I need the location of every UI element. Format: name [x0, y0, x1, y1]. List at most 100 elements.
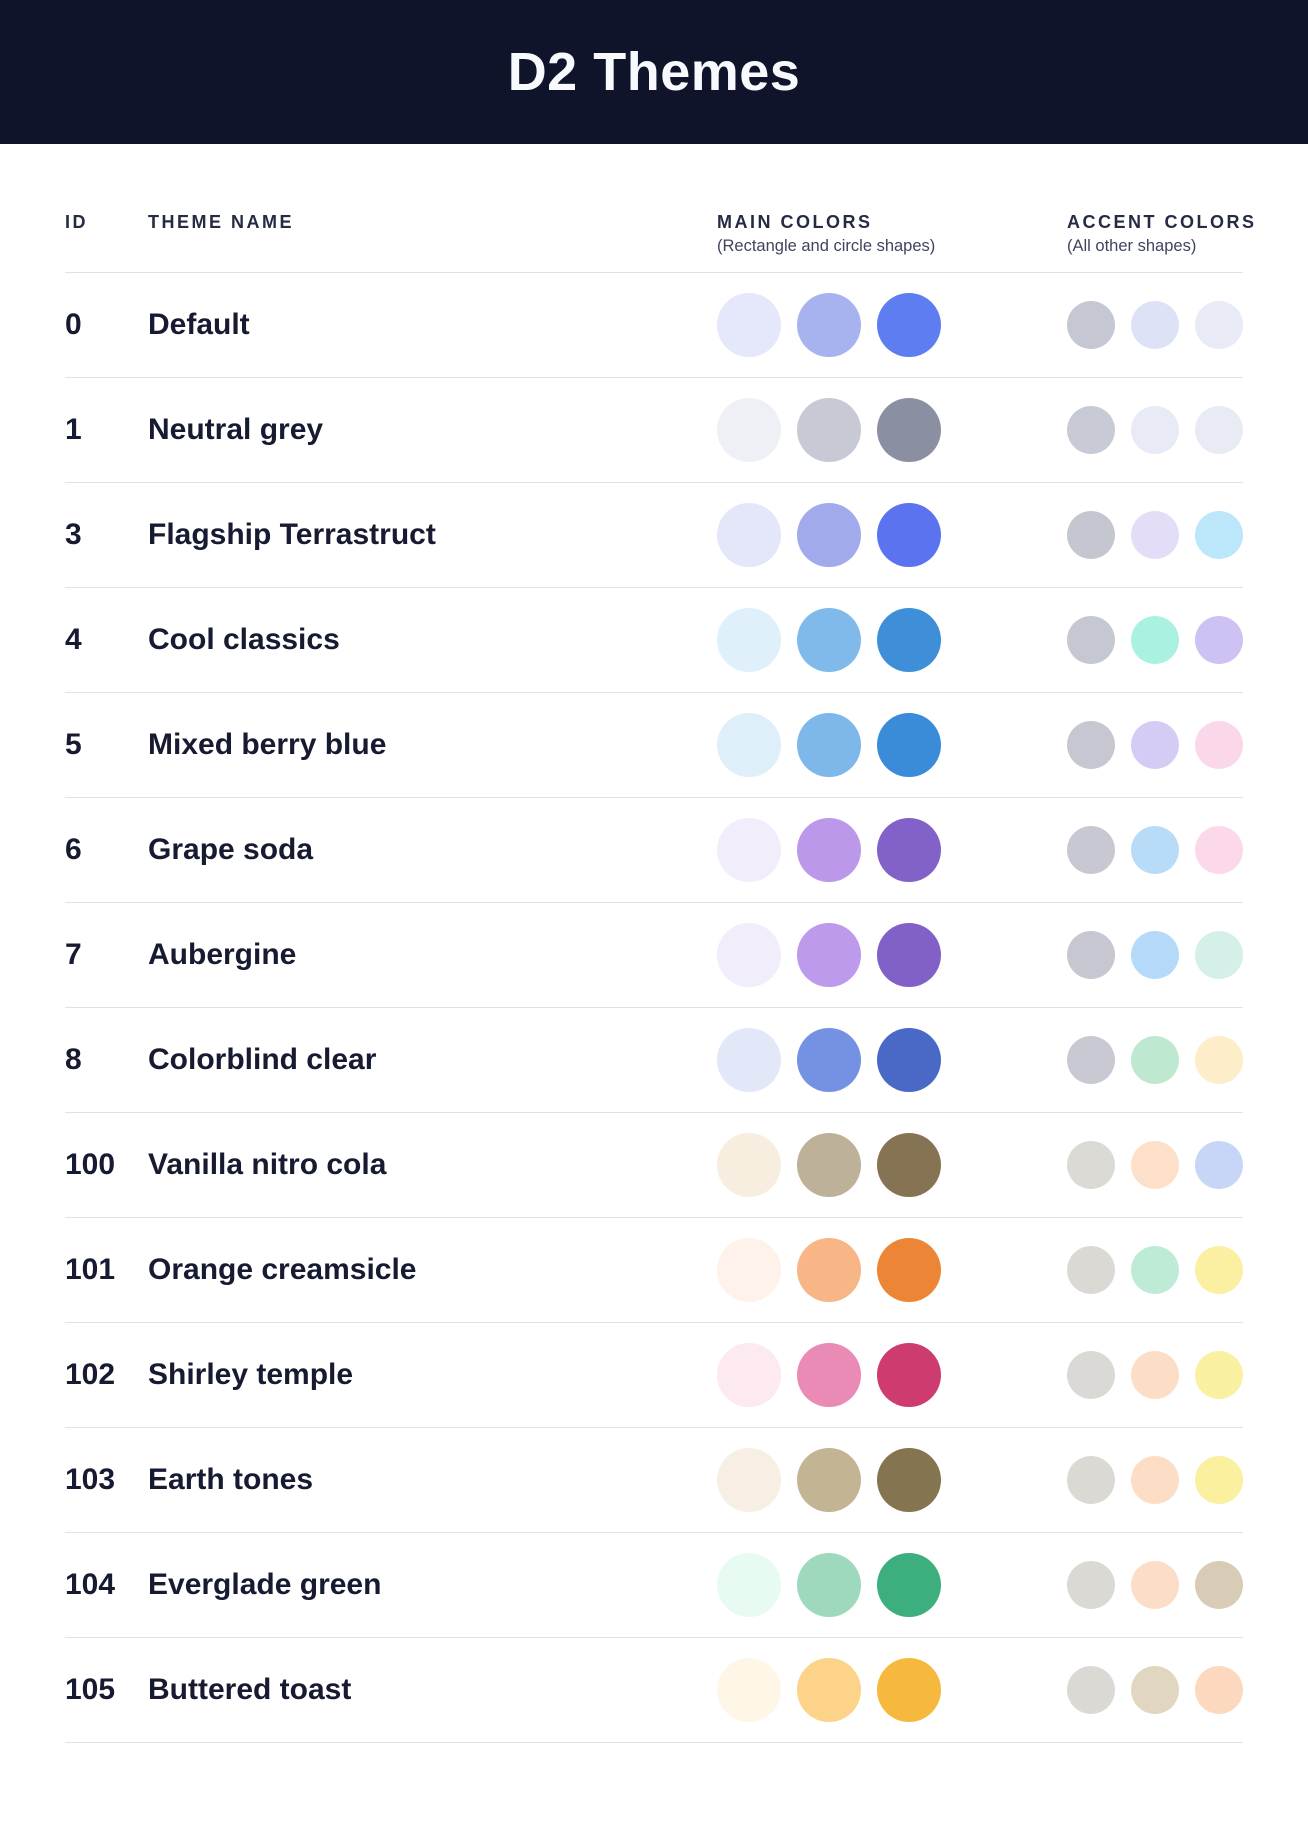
- theme-name: Aubergine: [148, 938, 297, 971]
- table-row: 104 Everglade green: [65, 1533, 1243, 1638]
- main-color-swatch-1: [717, 713, 781, 777]
- main-color-swatch-3: [877, 818, 941, 882]
- column-header-id: ID: [65, 212, 88, 232]
- main-color-swatch-3: [877, 713, 941, 777]
- accent-color-swatch-2: [1131, 931, 1179, 979]
- theme-id: 4: [65, 623, 82, 656]
- theme-id: 103: [65, 1463, 116, 1496]
- accent-color-swatch-1: [1067, 1036, 1115, 1084]
- accent-color-swatch-2: [1131, 1351, 1179, 1399]
- accent-color-swatches: [1067, 721, 1243, 769]
- accent-color-swatches: [1067, 1351, 1243, 1399]
- theme-name: Mixed berry blue: [148, 728, 387, 761]
- main-colors-label: MAIN COLORS: [717, 212, 873, 232]
- main-color-swatch-1: [717, 1343, 781, 1407]
- main-color-swatch-3: [877, 398, 941, 462]
- accent-color-swatches: [1067, 826, 1243, 874]
- accent-color-swatch-3: [1195, 826, 1243, 874]
- table-row: 5 Mixed berry blue: [65, 693, 1243, 798]
- main-color-swatch-1: [717, 818, 781, 882]
- main-color-swatch-3: [877, 1028, 941, 1092]
- table-row: 7 Aubergine: [65, 903, 1243, 1008]
- accent-color-swatch-2: [1131, 1246, 1179, 1294]
- theme-name: Grape soda: [148, 833, 314, 866]
- main-color-swatches: [717, 713, 941, 777]
- theme-name: Earth tones: [148, 1463, 314, 1496]
- main-color-swatch-2: [797, 818, 861, 882]
- table-row: 102 Shirley temple: [65, 1323, 1243, 1428]
- table-row: 3 Flagship Terrastruct: [65, 483, 1243, 588]
- accent-color-swatch-1: [1067, 406, 1115, 454]
- main-color-swatch-1: [717, 1448, 781, 1512]
- accent-color-swatch-1: [1067, 1456, 1115, 1504]
- main-colors-sublabel: (Rectangle and circle shapes): [717, 237, 936, 255]
- theme-id: 3: [65, 518, 82, 551]
- main-color-swatch-1: [717, 923, 781, 987]
- main-color-swatch-1: [717, 1028, 781, 1092]
- accent-color-swatch-1: [1067, 1246, 1115, 1294]
- table-row: 6 Grape soda: [65, 798, 1243, 903]
- accent-color-swatch-2: [1131, 1456, 1179, 1504]
- main-color-swatch-3: [877, 293, 941, 357]
- main-color-swatches: [717, 923, 941, 987]
- table-row: 0 Default: [65, 273, 1243, 378]
- theme-id: 102: [65, 1358, 116, 1391]
- main-color-swatch-3: [877, 1553, 941, 1617]
- accent-color-swatch-1: [1067, 511, 1115, 559]
- accent-colors-sublabel: (All other shapes): [1067, 237, 1197, 255]
- column-header-main-colors: MAIN COLORS (Rectangle and circle shapes…: [717, 212, 941, 256]
- main-color-swatch-2: [797, 1448, 861, 1512]
- accent-colors-label: ACCENT COLORS: [1067, 212, 1257, 232]
- accent-color-swatch-3: [1195, 406, 1243, 454]
- accent-color-swatch-3: [1195, 1246, 1243, 1294]
- theme-id: 6: [65, 833, 82, 866]
- main-color-swatch-2: [797, 1028, 861, 1092]
- accent-color-swatches: [1067, 1036, 1243, 1084]
- column-header-theme-name: THEME NAME: [148, 212, 294, 232]
- theme-name: Colorblind clear: [148, 1043, 377, 1076]
- main-color-swatches: [717, 503, 941, 567]
- main-color-swatch-2: [797, 398, 861, 462]
- main-color-swatch-1: [717, 1133, 781, 1197]
- theme-name: Buttered toast: [148, 1673, 352, 1706]
- theme-id: 0: [65, 308, 82, 341]
- accent-color-swatch-1: [1067, 616, 1115, 664]
- accent-color-swatch-3: [1195, 511, 1243, 559]
- accent-color-swatch-2: [1131, 1141, 1179, 1189]
- main-color-swatches: [717, 818, 941, 882]
- theme-id: 104: [65, 1568, 116, 1601]
- accent-color-swatch-1: [1067, 721, 1115, 769]
- table-row: 105 Buttered toast: [65, 1638, 1243, 1743]
- accent-color-swatch-3: [1195, 616, 1243, 664]
- accent-color-swatches: [1067, 1666, 1243, 1714]
- main-color-swatch-2: [797, 503, 861, 567]
- accent-color-swatch-2: [1131, 1666, 1179, 1714]
- main-color-swatch-2: [797, 1343, 861, 1407]
- main-color-swatch-1: [717, 503, 781, 567]
- accent-color-swatches: [1067, 1456, 1243, 1504]
- table-row: 100 Vanilla nitro cola: [65, 1113, 1243, 1218]
- theme-id: 100: [65, 1148, 116, 1181]
- accent-color-swatch-2: [1131, 301, 1179, 349]
- main-color-swatch-3: [877, 608, 941, 672]
- accent-color-swatch-3: [1195, 301, 1243, 349]
- table-row: 1 Neutral grey: [65, 378, 1243, 483]
- accent-color-swatch-2: [1131, 616, 1179, 664]
- accent-color-swatch-3: [1195, 1456, 1243, 1504]
- theme-id: 101: [65, 1253, 116, 1286]
- main-color-swatch-2: [797, 1553, 861, 1617]
- page-title: D2 Themes: [507, 42, 801, 102]
- main-color-swatch-2: [797, 1133, 861, 1197]
- main-color-swatch-3: [877, 1448, 941, 1512]
- main-color-swatch-3: [877, 1238, 941, 1302]
- main-color-swatch-1: [717, 293, 781, 357]
- main-color-swatch-2: [797, 293, 861, 357]
- theme-name: Orange creamsicle: [148, 1253, 417, 1286]
- accent-color-swatch-1: [1067, 826, 1115, 874]
- theme-name: Default: [148, 308, 250, 341]
- accent-color-swatch-3: [1195, 1561, 1243, 1609]
- main-color-swatches: [717, 1343, 941, 1407]
- accent-color-swatch-3: [1195, 1036, 1243, 1084]
- table-row: 8 Colorblind clear: [65, 1008, 1243, 1113]
- theme-id: 105: [65, 1673, 116, 1706]
